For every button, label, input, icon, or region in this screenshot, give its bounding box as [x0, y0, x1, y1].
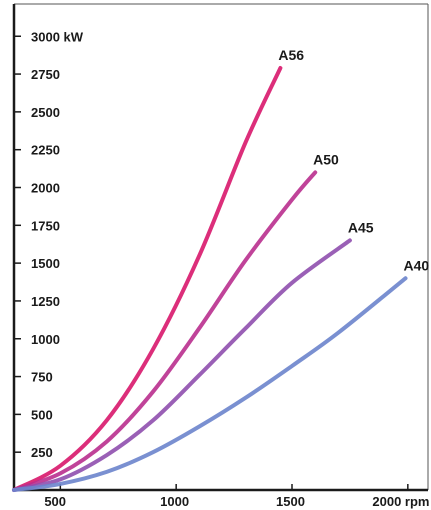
x-tick-label: 1500: [276, 494, 305, 509]
y-axis: 250 500 750 1000 1250 1500 1750 2000 2250 2500 275…: [12, 4, 84, 490]
y-tick-label: 1000: [31, 332, 60, 347]
series-line-a45: [12, 238, 352, 492]
y-tick-label: 1750: [31, 218, 60, 233]
series-label-a56: A56: [278, 47, 304, 63]
y-tick-label: 750: [31, 370, 53, 385]
x-axis: 500 1000 1500 2000 rpm: [14, 484, 429, 509]
y-tick-label: 2500: [31, 105, 60, 120]
series-labels: A56 A50 A45 A40: [278, 47, 429, 273]
series-line-a40: [12, 276, 408, 492]
series-line-a56: [12, 66, 283, 492]
series-layer: [12, 66, 408, 492]
y-tick-label: 2000: [31, 181, 60, 196]
y-tick-label: 1250: [31, 294, 60, 309]
series-label-a50: A50: [313, 151, 339, 167]
y-tick-label: 3000 kW: [31, 29, 84, 44]
series-label-a45: A45: [348, 219, 374, 235]
series-line-a50: [12, 170, 318, 492]
y-tick-label: 1500: [31, 256, 60, 271]
y-tick-label: 500: [31, 407, 53, 422]
x-tick-label: 500: [44, 494, 66, 509]
series-label-a40: A40: [404, 257, 430, 273]
y-tick-label: 2750: [31, 67, 60, 82]
x-tick-label: 1000: [160, 494, 189, 509]
x-tick-label: 2000 rpm: [372, 494, 429, 509]
y-tick-label: 2250: [31, 143, 60, 158]
y-tick-label: 250: [31, 445, 53, 460]
